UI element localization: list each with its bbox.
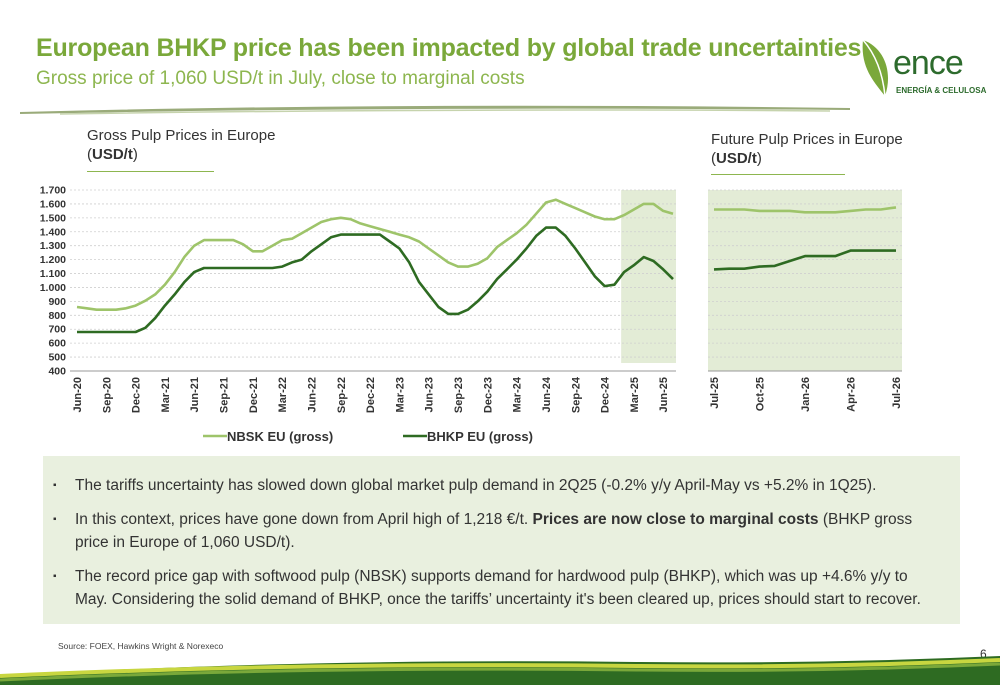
- y-tick-label: 1.100: [40, 268, 66, 280]
- future-chart-title-underline: [711, 174, 845, 175]
- x-tick-label: Mar-25: [629, 377, 641, 412]
- page-number: 6: [980, 647, 987, 661]
- y-tick-label: 800: [48, 310, 66, 322]
- future-x-tick-label: Jul-26: [891, 377, 903, 409]
- x-tick-label: Sep-23: [453, 377, 465, 413]
- y-tick-label: 700: [48, 324, 66, 336]
- y-tick-label: 400: [48, 366, 66, 378]
- x-tick-label: Sep-20: [101, 377, 113, 413]
- main-nbsk-line: [76, 198, 674, 312]
- bullet-marker: ▪: [53, 480, 57, 491]
- x-tick-label: Sep-22: [336, 377, 348, 413]
- legend-bhkp-label: BHKP EU (gross): [427, 429, 533, 444]
- y-tick-label: 1.500: [40, 212, 66, 224]
- x-tick-label: Mar-23: [394, 377, 406, 412]
- x-tick-label: Mar-24: [512, 376, 524, 412]
- y-tick-label: 1.200: [40, 254, 66, 266]
- y-tick-label: 900: [48, 296, 66, 308]
- logo-tagline: ENERGÍA & CELULOSA: [896, 86, 987, 95]
- x-tick-label: Dec-24: [600, 376, 612, 413]
- y-tick-label: 1.700: [40, 185, 66, 197]
- ence-logo-leaf-icon: [862, 39, 889, 97]
- legend-nbsk-label: NBSK EU (gross): [227, 429, 333, 444]
- slide-title: European BHKP price has been impacted by…: [36, 34, 862, 62]
- x-tick-label: Jun-20: [72, 377, 84, 412]
- x-tick-label: Jun-25: [658, 377, 670, 412]
- future-x-tick-label: Apr-26: [846, 377, 858, 412]
- future-x-tick-label: Oct-25: [755, 377, 767, 411]
- bullet-marker: ▪: [53, 571, 57, 582]
- bullet-prices: ▪ In this context, prices have gone down…: [53, 508, 935, 554]
- future-nbsk-line: [714, 206, 897, 214]
- x-tick-label: Dec-22: [365, 377, 377, 413]
- x-tick-label: Sep-21: [219, 377, 231, 413]
- x-tick-label: Dec-21: [248, 377, 260, 413]
- y-tick-label: 1.600: [40, 198, 66, 210]
- x-tick-label: Mar-21: [160, 377, 172, 412]
- x-tick-label: Dec-20: [131, 377, 143, 413]
- header-swoosh: [20, 105, 850, 115]
- future-x-tick-label: Jul-25: [709, 377, 721, 409]
- x-tick-label: Jun-21: [189, 377, 201, 412]
- x-tick-label: Mar-22: [277, 377, 289, 412]
- bullet-price-gap: ▪ The record price gap with softwood pul…: [53, 565, 935, 611]
- pulp-price-charts: 400 500 600 700 800 900 1.000 1.100 1.200 1.300 1.…: [40, 185, 903, 445]
- main-chart-title-underline: [87, 171, 214, 172]
- main-chart-title: Gross Pulp Prices in Europe (USD/t): [87, 127, 276, 163]
- y-tick-label: 1.000: [40, 282, 66, 294]
- future-bhkp-line: [713, 249, 896, 271]
- future-x-tick-label: Jan-26: [800, 377, 812, 412]
- logo-wordmark: ence: [893, 44, 964, 82]
- future-chart-background: [708, 190, 902, 371]
- forecast-shaded-band: [621, 190, 676, 363]
- main-bhkp-line: [77, 226, 674, 334]
- slide-subtitle: Gross price of 1,060 USD/t in July, clos…: [36, 68, 525, 89]
- x-tick-label: Jun-22: [306, 377, 318, 412]
- future-chart-title: Future Pulp Prices in Europe (USD/t): [711, 131, 903, 167]
- x-tick-label: Dec-23: [482, 377, 494, 413]
- bullet-marker: ▪: [53, 514, 57, 525]
- x-tick-label: Jun-24: [541, 376, 553, 412]
- y-tick-label: 600: [48, 338, 66, 350]
- bullet-demand: ▪ The tariffs uncertainty has slowed dow…: [53, 474, 935, 497]
- footer-wave: [0, 656, 1000, 685]
- y-tick-label: 1.400: [40, 226, 66, 238]
- y-tick-label: 1.300: [40, 240, 66, 252]
- x-tick-label: Sep-24: [570, 376, 582, 413]
- commentary-panel: ▪ The tariffs uncertainty has slowed dow…: [43, 456, 960, 624]
- y-tick-label: 500: [48, 352, 66, 364]
- x-tick-label: Jun-23: [424, 377, 436, 412]
- source-note: Source: FOEX, Hawkins Wright & Norexeco: [58, 641, 224, 651]
